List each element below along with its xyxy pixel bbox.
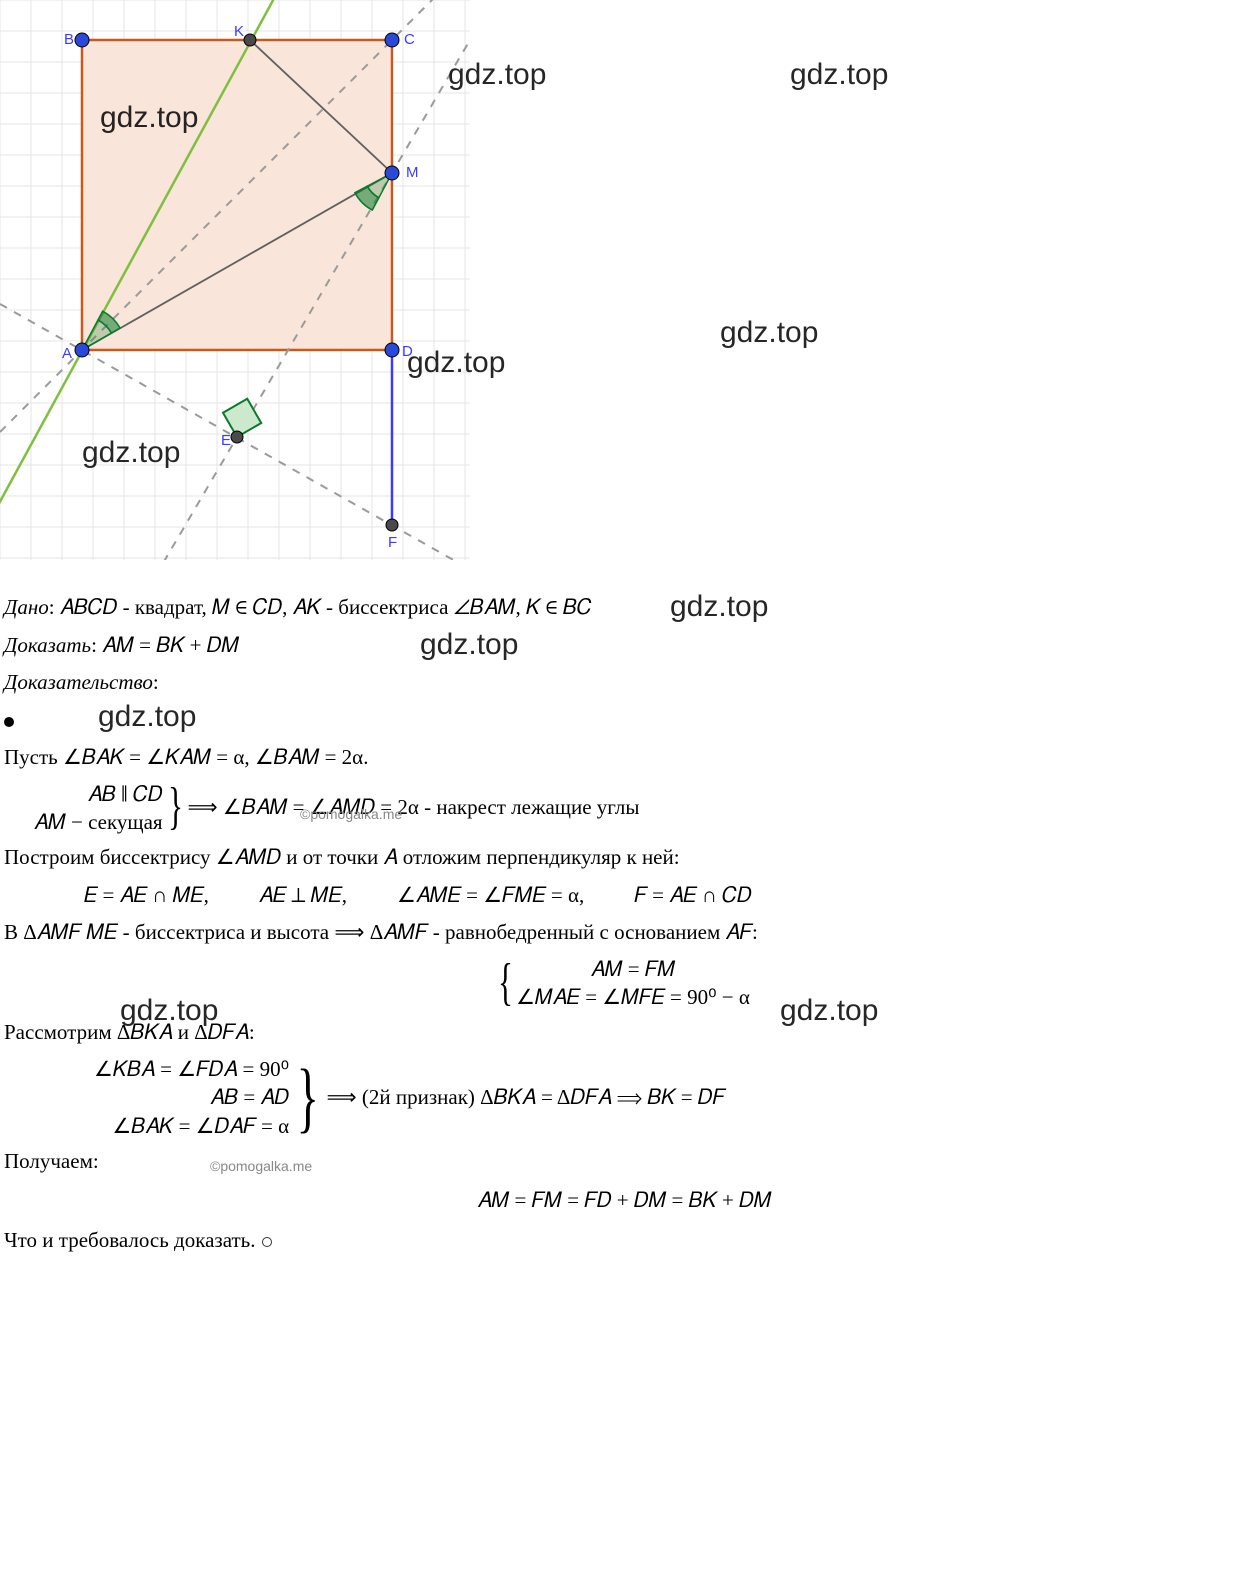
cases-row: 𝐴𝑀 = 𝐹𝑀 bbox=[591, 955, 675, 983]
cases-col: 𝐴𝑀 = 𝐹𝑀 ∠𝑀𝐴𝐸 = ∠𝑀𝐹𝐸 = 90⁰ − α bbox=[516, 955, 750, 1012]
proof-text: gdz.top gdz.top gdz.top gdz.top gdz.top … bbox=[0, 580, 1249, 1272]
right-brace-icon: } bbox=[168, 784, 183, 831]
brace-row: ∠𝐾𝐵𝐴 = ∠𝐹𝐷𝐴 = 90⁰ bbox=[94, 1055, 289, 1083]
qed-line: Что и требовалось доказать. bbox=[4, 1225, 1245, 1257]
svg-text:D: D bbox=[402, 343, 413, 360]
step-4: Рассмотрим Δ𝐵𝐾𝐴 и Δ𝐷𝐹𝐴: bbox=[4, 1017, 1245, 1049]
given-line: Дано: 𝐴𝐵𝐶𝐷 - квадрат, 𝑀 ∈ 𝐶𝐷, 𝐴𝐾 - биссе… bbox=[4, 592, 1245, 624]
given-body: : 𝐴𝐵𝐶𝐷 - квадрат, 𝑀 ∈ 𝐶𝐷, 𝐴𝐾 - биссектри… bbox=[49, 595, 592, 619]
qed-text: Что и требовалось доказать. bbox=[4, 1228, 256, 1252]
qed-ring-icon bbox=[262, 1237, 272, 1247]
given-label: Дано bbox=[4, 595, 49, 619]
brace-conclusion: ⟹ ∠𝐵𝐴𝑀 = ∠𝐴𝑀𝐷 = 2α - накрест лежащие угл… bbox=[188, 792, 640, 824]
brace-row: ∠𝐵𝐴𝐾 = ∠𝐷𝐴𝐹 = α bbox=[112, 1112, 289, 1140]
svg-text:M: M bbox=[406, 164, 419, 181]
eq-cell: 𝐸 = 𝐴𝐸 ∩ 𝑀𝐸, bbox=[84, 880, 209, 912]
equation-row: 𝐸 = 𝐴𝐸 ∩ 𝑀𝐸, 𝐴𝐸 ⊥ 𝑀𝐸, ∠𝐴𝑀𝐸 = ∠𝐹𝑀𝐸 = α, 𝐹… bbox=[4, 880, 1245, 912]
svg-text:A: A bbox=[62, 345, 72, 362]
watermark: gdz.top bbox=[720, 310, 818, 355]
proof-label-line: Доказательство: bbox=[4, 667, 1245, 699]
brace-row: 𝐴𝑀 − секущая bbox=[34, 808, 163, 836]
cases-block: { 𝐴𝑀 = 𝐹𝑀 ∠𝑀𝐴𝐸 = ∠𝑀𝐹𝐸 = 90⁰ − α bbox=[4, 955, 1245, 1012]
final-equation: 𝐴𝑀 = 𝐹𝑀 = 𝐹𝐷 + 𝐷𝑀 = 𝐵𝐾 + 𝐷𝑀 bbox=[4, 1185, 1245, 1217]
brace-left-col: 𝐴𝐵 ∥ 𝐶𝐷 𝐴𝑀 − секущая bbox=[34, 780, 163, 837]
cases-row: ∠𝑀𝐴𝐸 = ∠𝑀𝐹𝐸 = 90⁰ − α bbox=[516, 983, 750, 1011]
watermark: gdz.top bbox=[790, 52, 888, 97]
step-2: Построим биссектрису ∠𝐴𝑀𝐷 и от точки 𝐴 о… bbox=[4, 842, 1245, 874]
svg-text:B: B bbox=[64, 31, 74, 48]
svg-text:E: E bbox=[221, 432, 231, 449]
prove-body: : 𝐴𝑀 = 𝐵𝐾 + 𝐷𝑀 bbox=[91, 633, 239, 657]
proof-colon: : bbox=[153, 670, 159, 694]
eq-cell: 𝐹 = 𝐴𝐸 ∩ 𝐶𝐷 bbox=[634, 880, 751, 912]
brace-conclusion: ⟹ (2й признак) Δ𝐵𝐾𝐴 = Δ𝐷𝐹𝐴 ⟹ 𝐵𝐾 = 𝐷𝐹 bbox=[327, 1082, 726, 1114]
parallel-brace: 𝐴𝐵 ∥ 𝐶𝐷 𝐴𝑀 − секущая } ⟹ ∠𝐵𝐴𝑀 = ∠𝐴𝑀𝐷 = 2… bbox=[34, 780, 1245, 837]
bullet-icon bbox=[4, 717, 14, 727]
eq-cell: ∠𝐴𝑀𝐸 = ∠𝐹𝑀𝐸 = α, bbox=[397, 880, 584, 912]
geometry-diagram: A B C D K M E F bbox=[0, 0, 470, 560]
step-5: Получаем: bbox=[4, 1146, 1245, 1178]
bullet-line bbox=[4, 705, 1245, 737]
svg-text:K: K bbox=[234, 23, 244, 40]
step-3: В Δ𝐴𝑀𝐹 𝑀𝐸 - биссектриса и высота ⟹ Δ𝐴𝑀𝐹 … bbox=[4, 917, 1245, 949]
brace-row: 𝐴𝐵 = 𝐴𝐷 bbox=[210, 1083, 289, 1111]
congruence-brace: ∠𝐾𝐵𝐴 = ∠𝐹𝐷𝐴 = 90⁰ 𝐴𝐵 = 𝐴𝐷 ∠𝐵𝐴𝐾 = ∠𝐷𝐴𝐹 = … bbox=[94, 1055, 1245, 1140]
brace-row: 𝐴𝐵 ∥ 𝐶𝐷 bbox=[88, 780, 163, 808]
prove-label: Доказать bbox=[4, 633, 91, 657]
eq-cell: 𝐴𝐸 ⊥ 𝑀𝐸, bbox=[259, 880, 347, 912]
step-1: Пусть ∠𝐵𝐴𝐾 = ∠𝐾𝐴𝑀 = α, ∠𝐵𝐴𝑀 = 2α. bbox=[4, 742, 1245, 774]
right-brace-icon: } bbox=[297, 1062, 319, 1132]
diagram-region: ABCDKMEF gdz.top gdz.top gdz.top gdz.top… bbox=[0, 0, 1249, 580]
svg-text:F: F bbox=[388, 534, 397, 551]
svg-text:C: C bbox=[404, 31, 415, 48]
brace-left-col: ∠𝐾𝐵𝐴 = ∠𝐹𝐷𝐴 = 90⁰ 𝐴𝐵 = 𝐴𝐷 ∠𝐵𝐴𝐾 = ∠𝐷𝐴𝐹 = … bbox=[94, 1055, 289, 1140]
prove-line: Доказать: 𝐴𝑀 = 𝐵𝐾 + 𝐷𝑀 bbox=[4, 630, 1245, 662]
proof-label: Доказательство bbox=[4, 670, 153, 694]
left-brace-icon: { bbox=[498, 960, 513, 1007]
